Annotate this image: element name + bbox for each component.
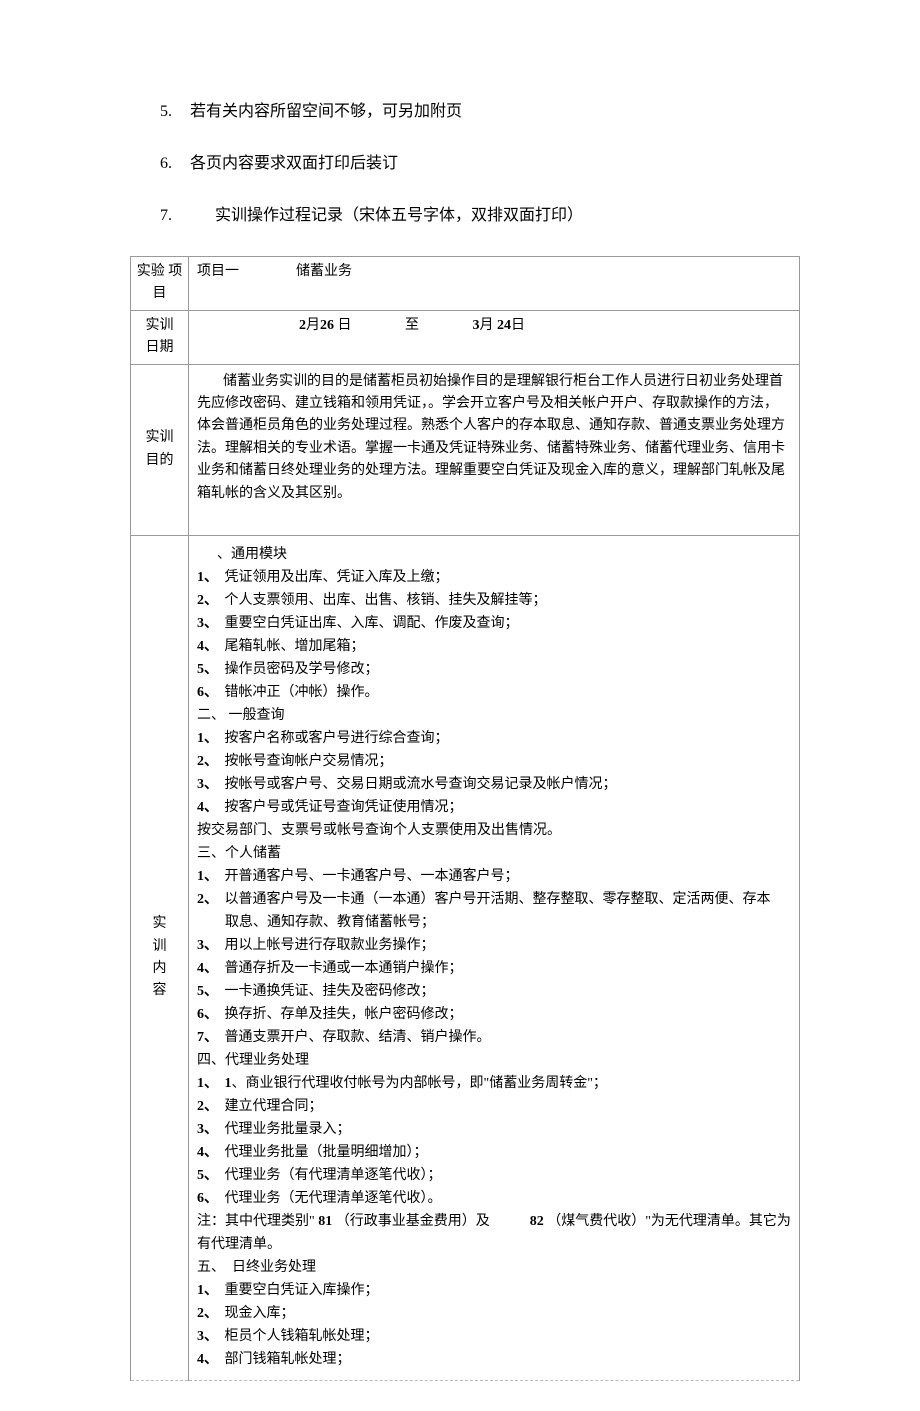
content-item: 4、 部门钱箱轧帐处理； xyxy=(197,1349,791,1370)
content-item: 2、 建立代理合同； xyxy=(197,1096,791,1117)
content-item: 1、 1、商业银行代理收付帐号为内部帐号，即"储蓄业务周转金"； xyxy=(197,1073,791,1094)
purpose-text-body: 储蓄业务实训的目的是储蓄柜员初始操作目的是理解银行柜台工作人员进行日初业务处理首… xyxy=(197,374,785,501)
content-item: 4、 普通存折及一卡通或一本通销户操作； xyxy=(197,958,791,979)
date-range: 2月26 日 至 3月 24日 xyxy=(299,315,525,337)
heading-line-text: 若有关内容所留空间不够，可另加附页 xyxy=(190,103,462,120)
content-item: 3、 代理业务批量录入； xyxy=(197,1119,791,1140)
training-record-table: 实验 项目 项目一 储蓄业务 实训 日期 2月26 日 至 3月 24日 实训 … xyxy=(130,256,800,1381)
cell-project-content: 项目一 储蓄业务 xyxy=(189,257,800,311)
date-separator: 至 xyxy=(405,318,419,333)
content-item: 1、 凭证领用及出库、凭证入库及上缴； xyxy=(197,567,791,588)
content-item: 3、 用以上帐号进行存取款业务操作； xyxy=(197,935,791,956)
label-date: 实训 日期 xyxy=(131,310,189,364)
date-start-day-suffix: 日 xyxy=(338,318,352,333)
project-prefix: 项目一 xyxy=(197,264,239,279)
heading-line-text: 各页内容要求双面打印后装订 xyxy=(190,155,398,172)
date-end-month-suffix: 月 xyxy=(480,318,494,333)
heading-line: 5.若有关内容所留空间不够，可另加附页 xyxy=(130,100,800,124)
section-header: 五、 日终业务处理 xyxy=(197,1257,791,1278)
content-item: 1、 开普通客户号、一卡通客户号、一本通客户号； xyxy=(197,866,791,887)
heading-area: 5.若有关内容所留空间不够，可另加附页 6.各页内容要求双面打印后装订 7.实训操作… xyxy=(130,100,800,228)
heading-line-num: 7. xyxy=(160,204,215,228)
content-item: 2、 现金入库； xyxy=(197,1303,791,1324)
content-item-cont: 取息、通知存款、教育储蓄帐号； xyxy=(197,912,791,933)
label-content-char: 训 xyxy=(133,936,186,958)
content-item: 4、 尾箱轧帐、增加尾箱； xyxy=(197,636,791,657)
content-item: 2、 以普通客户号及一卡通（一本通）客户号开活期、整存整取、零存整取、定活两便、… xyxy=(197,889,791,910)
content-item: 3、 柜员个人钱箱轧帐处理； xyxy=(197,1326,791,1347)
row-date: 实训 日期 2月26 日 至 3月 24日 xyxy=(131,310,800,364)
label-purpose: 实训 目的 xyxy=(131,364,189,535)
content-item: 4、 按客户号或凭证号查询凭证使用情况； xyxy=(197,797,791,818)
label-date-line2: 日期 xyxy=(146,340,174,355)
label-content-char: 实 xyxy=(133,913,186,935)
heading-line-num: 6. xyxy=(160,152,190,176)
cell-date-content: 2月26 日 至 3月 24日 xyxy=(189,310,800,364)
content-item: 6、 代理业务（无代理清单逐笔代收）。 xyxy=(197,1188,791,1209)
label-content-char: 容 xyxy=(133,980,186,1002)
content-item: 2、 按帐号查询帐户交易情况； xyxy=(197,751,791,772)
content-item: 6、 错帐冲正（冲帐）操作。 xyxy=(197,682,791,703)
content-item: 3、 重要空白凭证出库、入库、调配、作废及查询； xyxy=(197,613,791,634)
section-note-cont: 有代理清单。 xyxy=(197,1234,791,1255)
content-item: 5、 一卡通换凭证、挂失及密码修改； xyxy=(197,981,791,1002)
content-item: 5、 代理业务（有代理清单逐笔代收）； xyxy=(197,1165,791,1186)
content-item: 1、 按客户名称或客户号进行综合查询； xyxy=(197,728,791,749)
content-item: 6、 换存折、存单及挂失，帐户密码修改； xyxy=(197,1004,791,1025)
section-header: 二、 一般查询 xyxy=(197,705,791,726)
date-start-day: 26 xyxy=(320,318,334,333)
label-content-char: 内 xyxy=(133,958,186,980)
date-end-day: 24 xyxy=(494,318,512,333)
heading-line-text: 实训操作过程记录（宋体五号字体，双排双面打印） xyxy=(215,207,583,224)
label-project: 实验 项目 xyxy=(131,257,189,311)
date-end-day-suffix: 日 xyxy=(511,318,525,333)
date-start-month-suffix: 月 xyxy=(306,318,320,333)
date-start-month: 2 xyxy=(299,318,306,333)
content-item: 4、 代理业务批量（批量明细增加）； xyxy=(197,1142,791,1163)
content-item: 3、 按帐号或客户号、交易日期或流水号查询交易记录及帐户情况； xyxy=(197,774,791,795)
section-note: 注：其中代理类别" 81 （行政事业基金费用）及82 （煤气费代收）"为无代理清… xyxy=(197,1211,791,1232)
project-name: 储蓄业务 xyxy=(296,264,352,279)
cell-content-body: 、通用模块1、 凭证领用及出库、凭证入库及上缴；2、 个人支票领用、出库、出售、… xyxy=(189,535,800,1380)
label-purpose-line1: 实训 xyxy=(146,430,174,445)
content-item: 7、 普通支票开户、存取款、结清、销户操作。 xyxy=(197,1027,791,1048)
section-trailing: 按交易部门、支票号或帐号查询个人支票使用及出售情况。 xyxy=(197,820,791,841)
row-content: 实训内容 、通用模块1、 凭证领用及出库、凭证入库及上缴；2、 个人支票领用、出… xyxy=(131,535,800,1380)
section-header: 三、个人储蓄 xyxy=(197,843,791,864)
heading-line: 7.实训操作过程记录（宋体五号字体，双排双面打印） xyxy=(130,204,800,228)
row-purpose: 实训 目的 储蓄业务实训的目的是储蓄柜员初始操作目的是理解银行柜台工作人员进行日… xyxy=(131,364,800,535)
row-project: 实验 项目 项目一 储蓄业务 xyxy=(131,257,800,311)
section-header: 、通用模块 xyxy=(197,544,791,565)
content-item: 1、 重要空白凭证入库操作； xyxy=(197,1280,791,1301)
date-end-month: 3 xyxy=(473,318,480,333)
purpose-text: 储蓄业务实训的目的是储蓄柜员初始操作目的是理解银行柜台工作人员进行日初业务处理首… xyxy=(197,369,791,507)
heading-line: 6.各页内容要求双面打印后装订 xyxy=(130,152,800,176)
content-item: 5、 操作员密码及学号修改； xyxy=(197,659,791,680)
heading-line-num: 5. xyxy=(160,100,190,124)
section-header: 四、代理业务处理 xyxy=(197,1050,791,1071)
label-purpose-line2: 目的 xyxy=(146,453,174,468)
content-item: 2、 个人支票领用、出库、出售、核销、挂失及解挂等； xyxy=(197,590,791,611)
cell-purpose-content: 储蓄业务实训的目的是储蓄柜员初始操作目的是理解银行柜台工作人员进行日初业务处理首… xyxy=(189,364,800,535)
label-date-line1: 实训 xyxy=(146,318,174,333)
label-content: 实训内容 xyxy=(131,535,189,1380)
